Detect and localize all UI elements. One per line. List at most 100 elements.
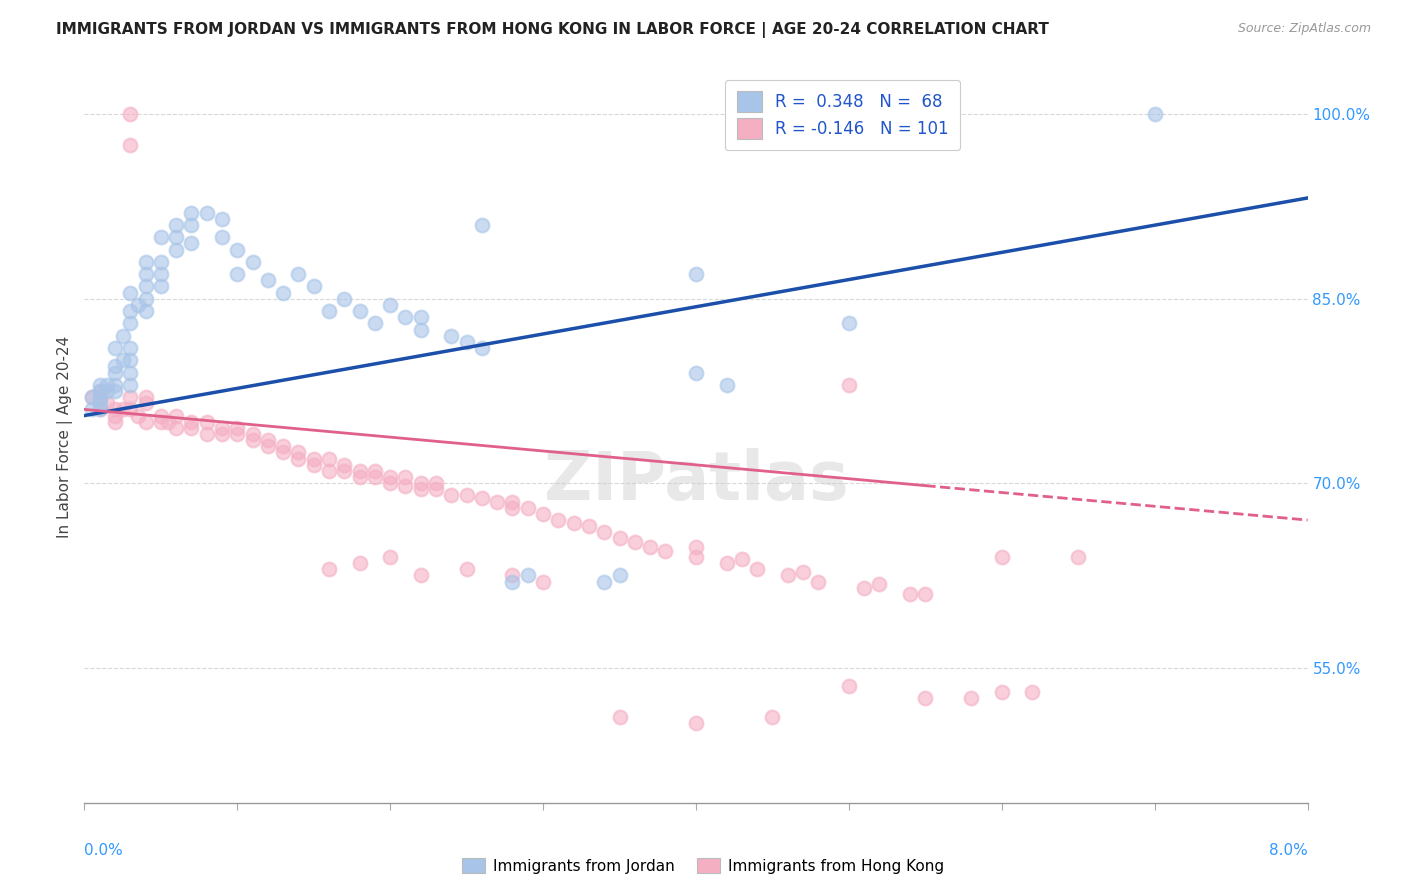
Point: [531, 507, 554, 521]
Point: [516, 500, 538, 515]
Text: ZIPatlas: ZIPatlas: [544, 448, 848, 514]
Point: [1143, 107, 1166, 121]
Point: [149, 415, 172, 429]
Point: [685, 540, 707, 554]
Point: [211, 427, 233, 442]
Point: [364, 317, 387, 331]
Point: [165, 421, 187, 435]
Point: [89, 402, 111, 417]
Point: [502, 494, 524, 508]
Point: [120, 317, 142, 331]
Point: [456, 334, 478, 349]
Point: [89, 402, 111, 417]
Point: [609, 710, 631, 724]
Point: [685, 549, 707, 564]
Point: [80, 390, 103, 404]
Point: [165, 218, 187, 232]
Point: [89, 390, 111, 404]
Point: [838, 317, 860, 331]
Point: [302, 458, 325, 472]
Point: [638, 540, 661, 554]
Point: [531, 574, 554, 589]
Point: [440, 488, 463, 502]
Point: [195, 427, 218, 442]
Point: [120, 402, 142, 417]
Point: [135, 396, 157, 410]
Point: [89, 384, 111, 398]
Point: [104, 341, 127, 355]
Point: [685, 267, 707, 281]
Point: [318, 562, 340, 576]
Point: [318, 464, 340, 478]
Point: [271, 285, 294, 300]
Point: [960, 691, 983, 706]
Point: [394, 310, 416, 325]
Point: [180, 421, 202, 435]
Point: [747, 562, 769, 576]
Point: [211, 421, 233, 435]
Legend: R =  0.348   N =  68, R = -0.146   N = 101: R = 0.348 N = 68, R = -0.146 N = 101: [725, 79, 960, 151]
Text: IMMIGRANTS FROM JORDAN VS IMMIGRANTS FROM HONG KONG IN LABOR FORCE | AGE 20-24 C: IMMIGRANTS FROM JORDAN VS IMMIGRANTS FRO…: [56, 22, 1049, 38]
Point: [349, 464, 371, 478]
Point: [180, 205, 202, 219]
Point: [135, 279, 157, 293]
Point: [333, 464, 356, 478]
Point: [180, 218, 202, 232]
Point: [257, 439, 280, 453]
Point: [318, 304, 340, 318]
Point: [1021, 685, 1043, 699]
Point: [898, 587, 921, 601]
Point: [333, 458, 356, 472]
Point: [120, 304, 142, 318]
Point: [869, 577, 891, 591]
Point: [792, 565, 814, 579]
Point: [149, 267, 172, 281]
Point: [96, 377, 118, 392]
Point: [89, 396, 111, 410]
Point: [624, 535, 647, 549]
Point: [609, 532, 631, 546]
Point: [562, 516, 585, 530]
Point: [1067, 549, 1090, 564]
Point: [380, 476, 402, 491]
Point: [135, 292, 157, 306]
Point: [120, 341, 142, 355]
Point: [287, 451, 309, 466]
Point: [120, 285, 142, 300]
Point: [104, 366, 127, 380]
Point: [149, 279, 172, 293]
Point: [287, 267, 309, 281]
Point: [502, 568, 524, 582]
Point: [547, 513, 569, 527]
Point: [914, 691, 936, 706]
Point: [456, 562, 478, 576]
Point: [409, 483, 432, 497]
Point: [776, 568, 799, 582]
Point: [195, 205, 218, 219]
Point: [80, 390, 103, 404]
Point: [380, 470, 402, 484]
Point: [180, 236, 202, 251]
Point: [271, 445, 294, 459]
Point: [838, 377, 860, 392]
Point: [104, 409, 127, 423]
Point: [991, 685, 1014, 699]
Point: [149, 230, 172, 244]
Point: [716, 556, 738, 570]
Point: [807, 574, 830, 589]
Point: [89, 384, 111, 398]
Point: [502, 574, 524, 589]
Point: [89, 390, 111, 404]
Text: 0.0%: 0.0%: [84, 843, 124, 858]
Point: [502, 500, 524, 515]
Point: [716, 377, 738, 392]
Point: [593, 525, 616, 540]
Point: [149, 409, 172, 423]
Point: [257, 433, 280, 447]
Point: [120, 390, 142, 404]
Point: [127, 409, 149, 423]
Point: [226, 427, 249, 442]
Point: [333, 292, 356, 306]
Point: [471, 341, 494, 355]
Point: [456, 488, 478, 502]
